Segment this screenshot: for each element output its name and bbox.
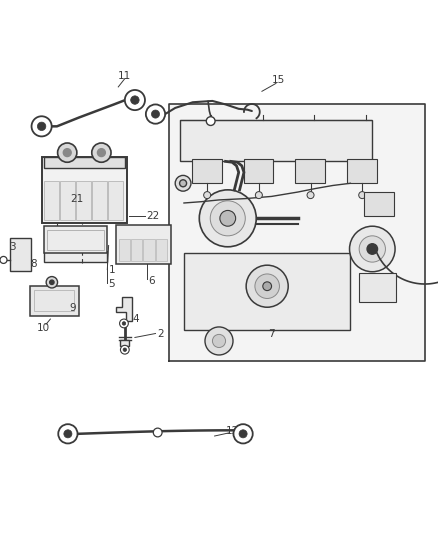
- Bar: [44, 157, 125, 168]
- Circle shape: [359, 191, 366, 199]
- Text: 6: 6: [148, 276, 155, 286]
- Circle shape: [263, 282, 272, 290]
- Bar: [116, 225, 171, 264]
- Bar: [192, 159, 222, 183]
- Circle shape: [97, 149, 105, 157]
- Circle shape: [58, 424, 78, 443]
- Text: 12: 12: [226, 426, 239, 436]
- Circle shape: [122, 322, 126, 325]
- Bar: [359, 273, 396, 302]
- Circle shape: [123, 348, 127, 351]
- Circle shape: [0, 256, 7, 263]
- Circle shape: [92, 143, 111, 162]
- Text: 11: 11: [118, 71, 131, 81]
- Circle shape: [175, 175, 191, 191]
- Circle shape: [180, 180, 187, 187]
- Circle shape: [37, 122, 46, 131]
- Circle shape: [49, 280, 54, 285]
- Bar: [143, 239, 155, 261]
- Circle shape: [63, 149, 71, 157]
- Circle shape: [204, 191, 211, 199]
- Circle shape: [46, 277, 57, 288]
- Polygon shape: [169, 104, 425, 361]
- Text: 5: 5: [109, 279, 115, 289]
- Bar: [30, 286, 79, 316]
- Circle shape: [120, 345, 129, 354]
- Circle shape: [350, 226, 395, 272]
- Circle shape: [146, 104, 165, 124]
- Circle shape: [64, 430, 72, 438]
- Circle shape: [58, 143, 77, 162]
- Bar: [120, 340, 129, 346]
- Text: 15: 15: [272, 75, 285, 85]
- Circle shape: [367, 244, 378, 254]
- Bar: [10, 238, 31, 271]
- Circle shape: [212, 334, 226, 348]
- Circle shape: [307, 191, 314, 199]
- Circle shape: [220, 211, 236, 226]
- Circle shape: [120, 319, 128, 328]
- Circle shape: [125, 90, 145, 110]
- Bar: [44, 181, 59, 220]
- Bar: [295, 159, 325, 183]
- Circle shape: [32, 116, 52, 136]
- Circle shape: [206, 117, 215, 125]
- Bar: [76, 181, 91, 220]
- Bar: [44, 251, 107, 262]
- Text: 4: 4: [132, 314, 139, 324]
- Bar: [180, 120, 372, 161]
- Bar: [42, 157, 127, 223]
- Circle shape: [255, 191, 262, 199]
- Bar: [60, 181, 74, 220]
- Bar: [44, 226, 107, 253]
- Circle shape: [131, 96, 139, 104]
- Bar: [92, 181, 106, 220]
- Circle shape: [359, 236, 385, 262]
- Text: 21: 21: [70, 193, 83, 204]
- Bar: [156, 239, 167, 261]
- Circle shape: [246, 265, 288, 307]
- Circle shape: [233, 424, 253, 443]
- Text: 9: 9: [69, 303, 76, 313]
- Polygon shape: [116, 297, 132, 321]
- Bar: [119, 239, 130, 261]
- Text: 1: 1: [109, 264, 115, 274]
- Bar: [184, 253, 350, 330]
- Circle shape: [210, 201, 245, 236]
- Text: 7: 7: [268, 329, 275, 340]
- Circle shape: [199, 190, 256, 247]
- Text: 2: 2: [157, 329, 163, 340]
- Circle shape: [239, 430, 247, 438]
- Circle shape: [255, 274, 279, 298]
- Bar: [131, 239, 142, 261]
- Circle shape: [153, 428, 162, 437]
- Circle shape: [205, 327, 233, 355]
- Text: 10: 10: [36, 323, 49, 333]
- Bar: [34, 290, 74, 311]
- Text: 22: 22: [147, 211, 160, 221]
- Text: 3: 3: [9, 242, 16, 252]
- Bar: [47, 230, 104, 250]
- Circle shape: [152, 110, 159, 118]
- Bar: [108, 181, 123, 220]
- Bar: [347, 159, 377, 183]
- Bar: [244, 159, 273, 183]
- Bar: [364, 192, 394, 216]
- Text: 8: 8: [30, 260, 36, 269]
